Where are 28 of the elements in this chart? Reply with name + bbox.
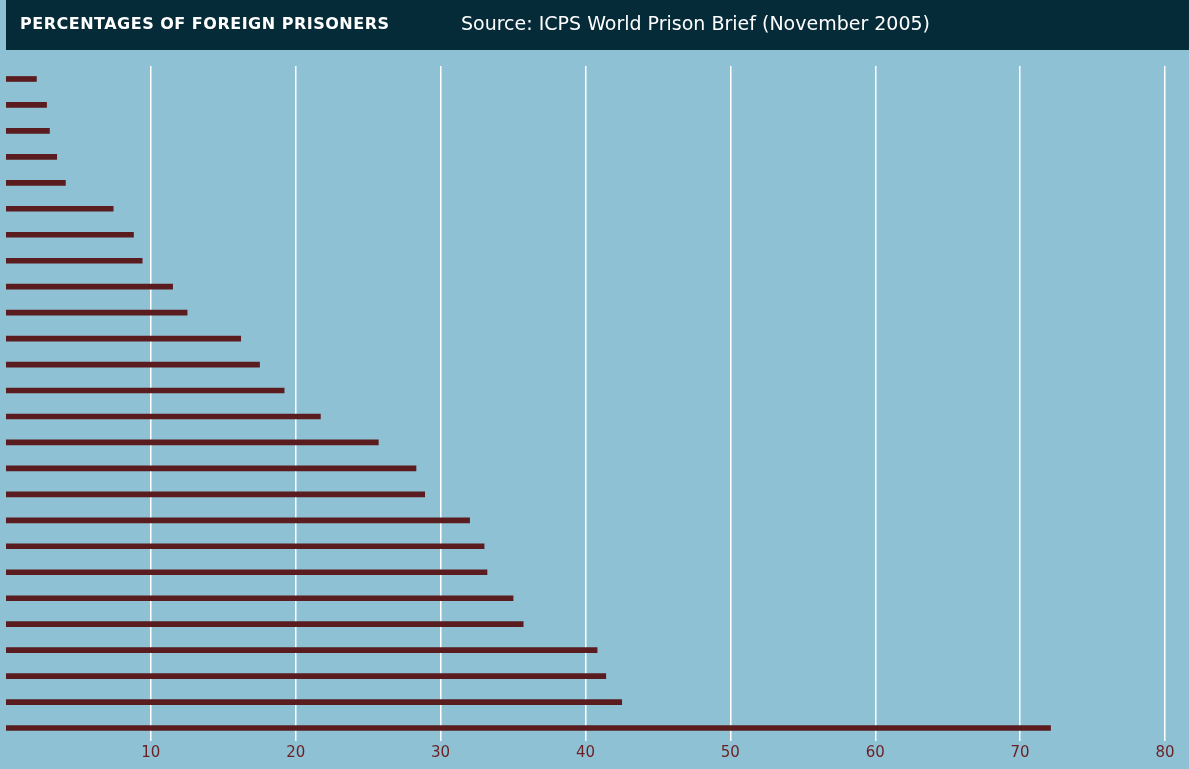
bar bbox=[6, 543, 485, 550]
bar bbox=[6, 699, 623, 705]
bar bbox=[6, 257, 143, 264]
bar bbox=[6, 205, 114, 212]
bar bbox=[6, 673, 607, 679]
x-tick-label: 10 bbox=[141, 742, 161, 761]
x-tick-label: 20 bbox=[286, 742, 306, 761]
x-tick-label: 30 bbox=[431, 742, 451, 761]
bar bbox=[6, 283, 173, 290]
bar bbox=[6, 725, 1051, 731]
bar bbox=[6, 621, 524, 627]
x-tick-label: 50 bbox=[720, 742, 740, 761]
x-tick-label: 60 bbox=[865, 742, 885, 761]
bar bbox=[6, 647, 598, 653]
bar bbox=[6, 569, 488, 576]
bar bbox=[6, 231, 134, 238]
bar bbox=[6, 154, 58, 160]
bar bbox=[6, 102, 47, 108]
source-note: Source: ICPS World Prison Brief (November 2005) bbox=[461, 12, 931, 34]
x-tick-label: 70 bbox=[1010, 742, 1030, 761]
x-tick-label: 80 bbox=[1155, 742, 1175, 761]
x-tick-label: 40 bbox=[575, 742, 596, 761]
bar bbox=[6, 595, 514, 602]
bar bbox=[6, 180, 66, 186]
bar bbox=[6, 128, 50, 134]
bar bbox=[6, 517, 470, 524]
chart-title: PERCENTAGES OF FOREIGN PRISONERS bbox=[20, 14, 390, 33]
bar bbox=[6, 76, 37, 82]
